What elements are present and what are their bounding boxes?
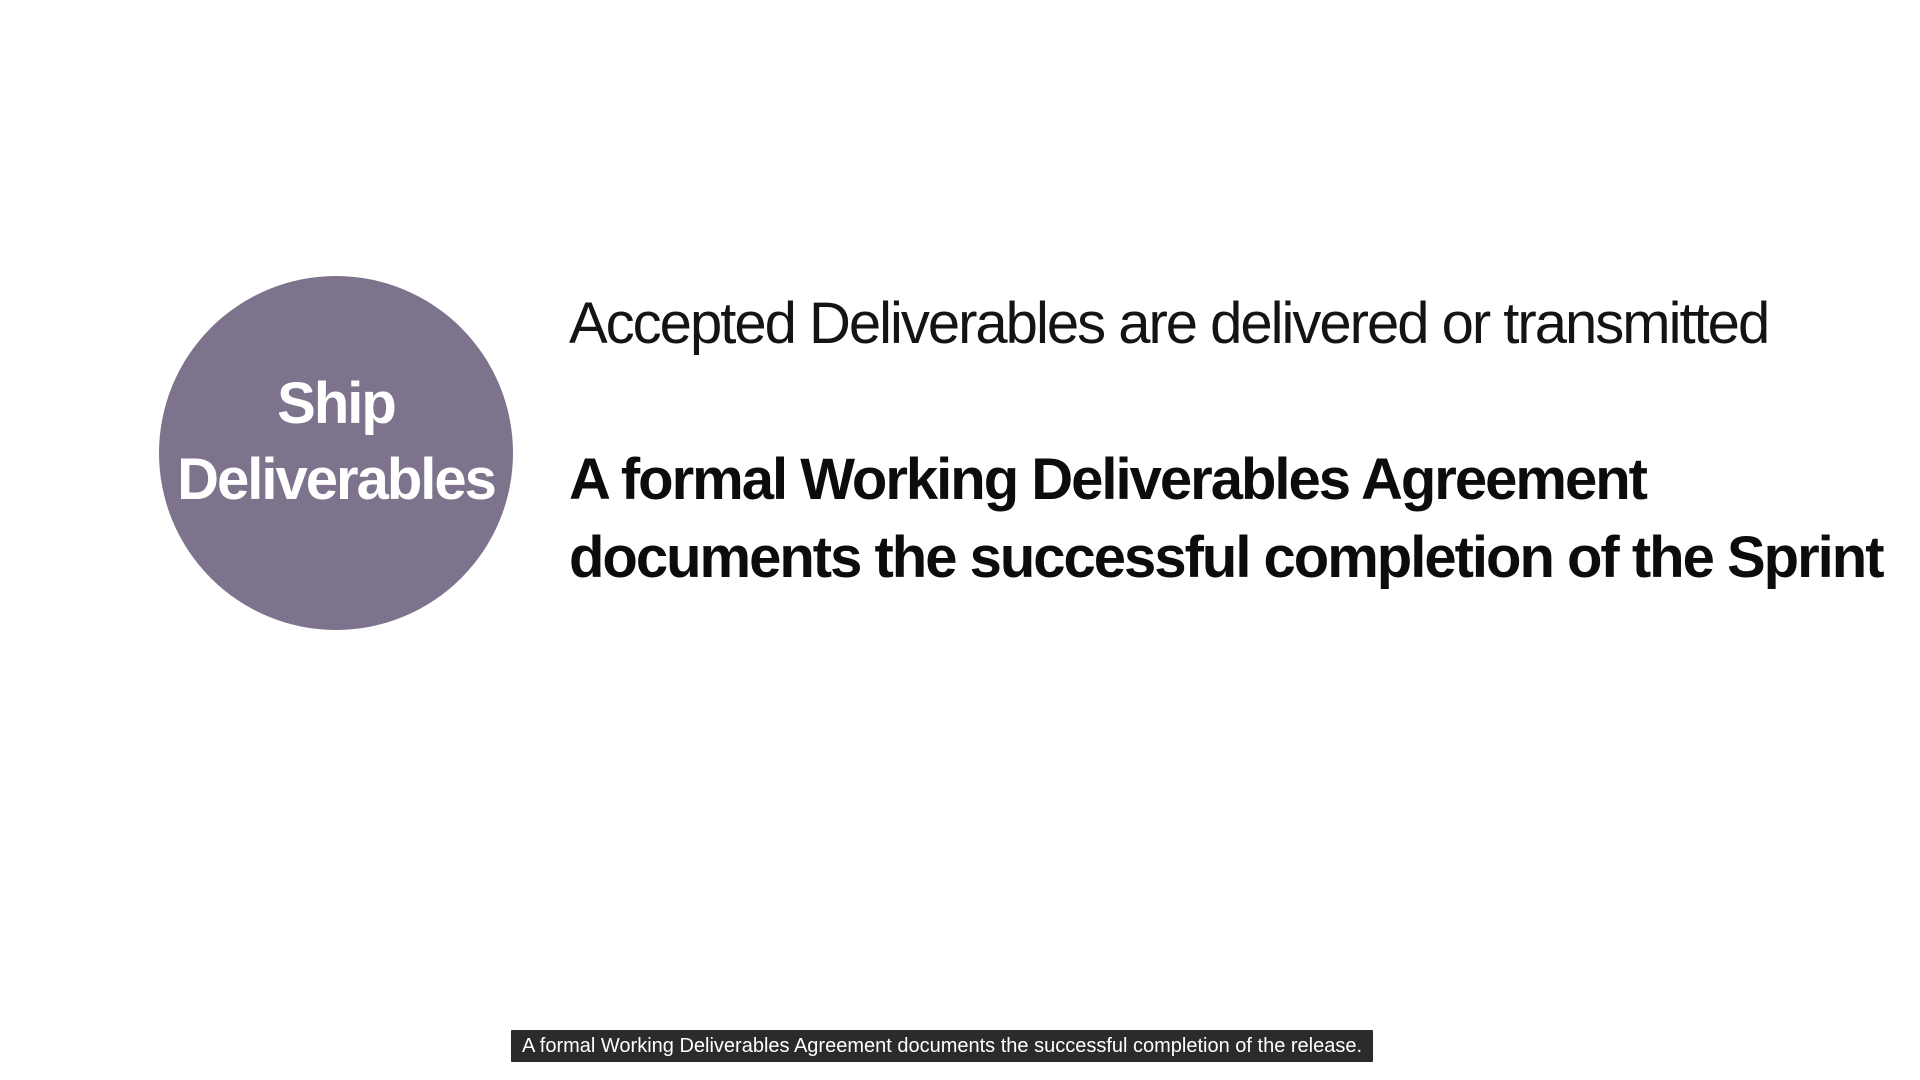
statement-line-1: A formal Working Deliverables Agreement bbox=[569, 447, 1648, 512]
slide-headline: Accepted Deliverables are delivered or t… bbox=[569, 291, 1770, 356]
closed-caption: A formal Working Deliverables Agreement … bbox=[511, 1030, 1374, 1062]
statement-line-2: documents the successful completion of t… bbox=[569, 525, 1885, 590]
badge-label-line-2: Deliverables bbox=[177, 447, 497, 512]
slide-statement: A formal Working Deliverables Agreement … bbox=[569, 441, 1885, 597]
ship-deliverables-badge: Ship Deliverables bbox=[159, 276, 513, 630]
badge-label-line-1: Ship bbox=[277, 371, 397, 436]
